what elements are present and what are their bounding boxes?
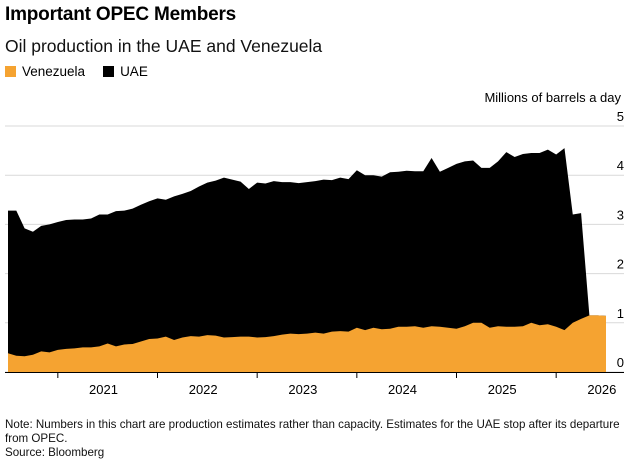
x-tick-label-2024: 2024 [388, 382, 417, 397]
y-tick-label-3: 3 [617, 207, 624, 222]
legend-label-venezuela: Venezuela [22, 64, 86, 79]
chart-note: Note: Numbers in this chart are producti… [5, 418, 620, 445]
chart-subtitle: Oil production in the UAE and Venezuela [5, 36, 323, 56]
legend-item-venezuela: Venezuela [5, 64, 85, 79]
footer-notes: Note: Numbers in this chart are producti… [5, 418, 625, 460]
x-tick-label-2022: 2022 [189, 382, 218, 397]
y-tick-label-4: 4 [617, 158, 624, 173]
x-tick-label-2026: 2026 [587, 382, 616, 397]
legend-item-uae: UAE [103, 64, 148, 79]
y-tick-label-2: 2 [617, 257, 624, 272]
y-tick-label-5: 5 [617, 109, 624, 124]
uae-area [8, 148, 606, 372]
legend: Venezuela UAE [5, 64, 166, 79]
y-tick-label-0: 0 [617, 355, 624, 370]
legend-label-uae: UAE [120, 64, 148, 79]
x-tick-label-2021: 2021 [89, 382, 118, 397]
y-tick-label-1: 1 [617, 306, 624, 321]
chart-source: Source: Bloomberg [5, 446, 105, 459]
y-axis-unit-label: Millions of barrels a day [484, 90, 621, 105]
area-chart: 0 1 2 3 4 5 2021 2022 2023 2024 2025 2026 [5, 109, 624, 397]
x-tick-label-2025: 2025 [488, 382, 517, 397]
venezuela-area [8, 315, 606, 372]
chart-title: Important OPEC Members [5, 4, 237, 25]
x-tick-label-2023: 2023 [288, 382, 317, 397]
legend-swatch-uae [103, 66, 115, 77]
legend-swatch-venezuela [5, 66, 16, 77]
